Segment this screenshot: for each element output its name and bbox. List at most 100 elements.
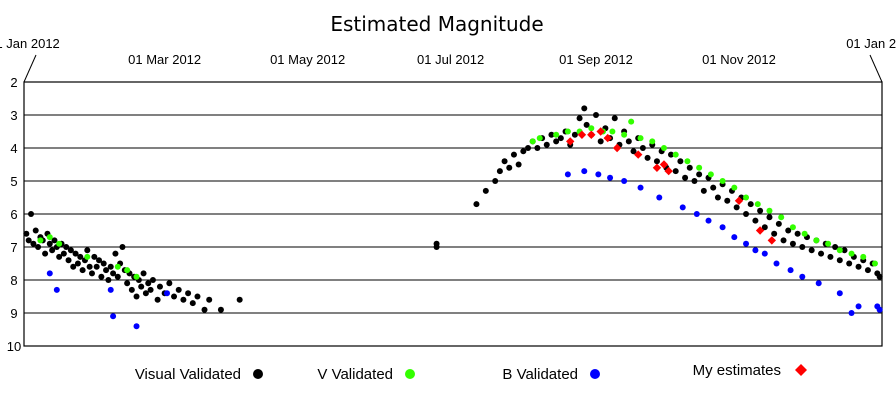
data-point <box>583 121 590 128</box>
y-tick-label: 5 <box>10 174 17 189</box>
data-point <box>492 178 499 184</box>
data-point <box>156 283 163 290</box>
data-point <box>841 247 848 254</box>
data-point <box>752 247 759 254</box>
data-point <box>630 148 637 155</box>
data-point <box>660 145 667 151</box>
data-point <box>581 105 588 112</box>
legend-marker <box>795 364 807 376</box>
data-point <box>677 158 684 165</box>
data-point <box>734 196 744 205</box>
data-point <box>801 230 808 237</box>
data-point <box>88 270 95 277</box>
data-point <box>785 227 792 234</box>
data-point <box>543 141 550 148</box>
data-point <box>564 171 571 178</box>
data-point <box>652 163 662 172</box>
data-point <box>637 135 644 142</box>
data-point <box>84 247 91 254</box>
data-point <box>140 270 147 277</box>
data-point <box>603 133 612 143</box>
data-point <box>520 148 527 155</box>
data-point <box>789 224 796 231</box>
series-my-estimates <box>566 127 777 245</box>
data-point <box>529 138 536 145</box>
legend-marker <box>405 369 415 379</box>
data-point <box>714 194 721 201</box>
data-point <box>74 260 81 267</box>
data-point <box>98 273 105 280</box>
data-point <box>855 263 862 270</box>
y-tick-label: 10 <box>7 339 21 354</box>
data-point <box>576 115 583 122</box>
data-point <box>611 115 618 122</box>
data-point <box>553 131 560 138</box>
data-point <box>70 263 77 270</box>
legend-label: Visual Validated <box>135 366 241 383</box>
data-point <box>534 145 541 151</box>
data-point <box>596 127 605 136</box>
data-point <box>133 273 140 280</box>
data-point <box>166 280 173 287</box>
x-tick-label: 01 Sep 2012 <box>559 52 633 67</box>
data-point <box>707 171 714 178</box>
data-point <box>672 151 679 158</box>
data-point <box>496 168 503 175</box>
data-point <box>93 263 100 270</box>
y-tick-label: 4 <box>10 141 17 156</box>
data-point <box>848 310 855 316</box>
data-point <box>35 244 42 250</box>
data-point <box>206 296 213 303</box>
data-point <box>813 237 820 244</box>
y-gridlines <box>24 114 882 314</box>
data-point <box>145 280 152 287</box>
data-point <box>827 253 834 260</box>
data-point <box>767 236 777 245</box>
data-point <box>46 234 53 241</box>
data-point <box>194 293 201 300</box>
data-point <box>473 201 480 208</box>
data-point <box>789 240 796 247</box>
data-point <box>710 184 717 191</box>
data-point <box>733 204 740 211</box>
data-point <box>581 168 588 175</box>
data-point <box>825 240 832 247</box>
data-point <box>536 135 543 142</box>
data-point <box>28 211 35 217</box>
data-point <box>42 250 49 257</box>
data-point <box>754 201 761 208</box>
data-point <box>855 303 862 310</box>
data-point <box>686 164 693 171</box>
data-point <box>49 247 56 254</box>
x-tick-label: 01 Jan 2012 <box>0 36 60 51</box>
data-point <box>621 131 628 138</box>
data-point <box>653 158 660 165</box>
data-point <box>515 161 522 168</box>
data-point <box>775 220 782 227</box>
data-point <box>787 267 794 274</box>
data-point <box>639 145 646 151</box>
series-b-validated <box>46 168 883 330</box>
data-point <box>625 138 632 145</box>
data-point <box>171 293 178 300</box>
data-point <box>32 227 39 234</box>
data-point <box>124 280 131 287</box>
data-point <box>506 164 513 171</box>
data-point <box>149 277 156 283</box>
series-v-validated <box>37 118 878 280</box>
data-point <box>46 270 53 277</box>
data-point <box>588 125 595 132</box>
data-point <box>107 263 114 270</box>
data-point <box>832 244 839 250</box>
y-tick-label: 2 <box>10 75 17 90</box>
data-point <box>766 214 773 221</box>
data-point <box>510 151 517 158</box>
y-tick-label: 3 <box>10 108 17 123</box>
data-point <box>771 230 778 237</box>
data-point <box>876 306 883 313</box>
data-point <box>747 201 754 208</box>
data-point <box>621 178 628 184</box>
data-point <box>128 286 135 293</box>
data-point <box>818 250 825 257</box>
